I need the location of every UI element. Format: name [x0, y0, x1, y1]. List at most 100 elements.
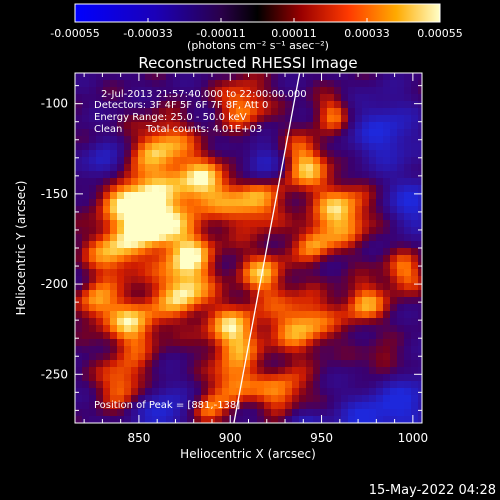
heatmap-cell	[222, 367, 230, 375]
heatmap-cell	[159, 192, 167, 200]
heatmap-cell	[229, 150, 237, 158]
heatmap-cell	[397, 220, 405, 228]
heatmap-cell	[138, 220, 146, 228]
heatmap-cell	[82, 94, 90, 102]
heatmap-cell	[166, 416, 174, 423]
heatmap-cell	[306, 101, 314, 109]
heatmap-cell	[411, 304, 419, 312]
heatmap-cell	[96, 325, 104, 333]
heatmap-cell	[131, 318, 139, 326]
heatmap-cell	[299, 143, 307, 151]
heatmap-cell	[138, 157, 146, 165]
heatmap-cell	[411, 276, 419, 284]
heatmap-cell	[411, 283, 419, 291]
heatmap-cell	[383, 178, 391, 186]
heatmap-cell	[89, 199, 97, 207]
heatmap-cell	[397, 374, 405, 382]
heatmap-cell	[201, 304, 209, 312]
heatmap-cell	[271, 143, 279, 151]
heatmap-cell	[243, 143, 251, 151]
heatmap-cell	[376, 283, 384, 291]
heatmap-cell	[313, 290, 321, 298]
heatmap-cell	[187, 290, 195, 298]
heatmap-cell	[327, 381, 335, 389]
heatmap-cell	[418, 199, 422, 207]
heatmap-cell	[166, 395, 174, 403]
heatmap-cell	[404, 227, 412, 235]
heatmap-cell	[138, 304, 146, 312]
heatmap-cell	[166, 388, 174, 396]
heatmap-cell	[334, 122, 342, 130]
heatmap-cell	[264, 290, 272, 298]
heatmap-cell	[355, 255, 363, 263]
heatmap-cell	[313, 241, 321, 249]
heatmap-cell	[180, 94, 188, 102]
heatmap-cell	[243, 115, 251, 123]
heatmap-cell	[390, 220, 398, 228]
heatmap-cell	[229, 304, 237, 312]
heatmap-cell	[96, 346, 104, 354]
heatmap-cell	[138, 402, 146, 410]
heatmap-cell	[236, 234, 244, 242]
heatmap-cell	[390, 199, 398, 207]
heatmap-cell	[236, 115, 244, 123]
heatmap-cell	[278, 234, 286, 242]
heatmap-cell	[201, 164, 209, 172]
heatmap-cell	[187, 367, 195, 375]
heatmap-cell	[313, 101, 321, 109]
heatmap-cell	[215, 171, 223, 179]
heatmap-cell	[229, 101, 237, 109]
heatmap-cell	[369, 283, 377, 291]
heatmap-cell	[313, 185, 321, 193]
heatmap-cell	[327, 73, 335, 81]
heatmap-cell	[103, 94, 111, 102]
heatmap-cell	[117, 157, 125, 165]
heatmap-cell	[355, 374, 363, 382]
heatmap-cell	[264, 297, 272, 305]
heatmap-cell	[257, 87, 265, 95]
heatmap-cell	[131, 164, 139, 172]
heatmap-cell	[264, 311, 272, 319]
heatmap-cell	[320, 227, 328, 235]
heatmap-cell	[341, 248, 349, 256]
heatmap-cell	[355, 311, 363, 319]
heatmap-cell	[229, 346, 237, 354]
heatmap-cell	[75, 290, 83, 298]
heatmap-cell	[334, 115, 342, 123]
heatmap-cell	[229, 80, 237, 88]
heatmap-cell	[173, 248, 181, 256]
heatmap-cell	[222, 234, 230, 242]
heatmap-cell	[313, 199, 321, 207]
heatmap-cell	[229, 185, 237, 193]
heatmap-cell	[327, 297, 335, 305]
heatmap-cell	[327, 255, 335, 263]
heatmap-cell	[299, 157, 307, 165]
heatmap-cell	[390, 304, 398, 312]
heatmap-cell	[362, 108, 370, 116]
heatmap-cell	[278, 290, 286, 298]
heatmap-cell	[103, 374, 111, 382]
heatmap-cell	[131, 388, 139, 396]
heatmap-cell	[404, 87, 412, 95]
heatmap-cell	[124, 346, 132, 354]
heatmap-cell	[390, 409, 398, 417]
heatmap-cell	[75, 339, 83, 347]
heatmap-cell	[215, 73, 223, 81]
heatmap-cell	[194, 227, 202, 235]
heatmap-cell	[215, 381, 223, 389]
heatmap-cell	[222, 248, 230, 256]
heatmap-cell	[152, 402, 160, 410]
heatmap-cell	[194, 122, 202, 130]
heatmap-cell	[320, 346, 328, 354]
heatmap-cell	[229, 136, 237, 144]
heatmap-cell	[138, 388, 146, 396]
heatmap-cell	[383, 360, 391, 368]
heatmap-cell	[313, 269, 321, 277]
heatmap-cell	[250, 241, 258, 249]
heatmap-cell	[341, 220, 349, 228]
heatmap-cell	[131, 108, 139, 116]
heatmap-cell	[306, 87, 314, 95]
heatmap-cell	[327, 416, 335, 423]
heatmap-cell	[82, 101, 90, 109]
heatmap-cell	[390, 262, 398, 270]
